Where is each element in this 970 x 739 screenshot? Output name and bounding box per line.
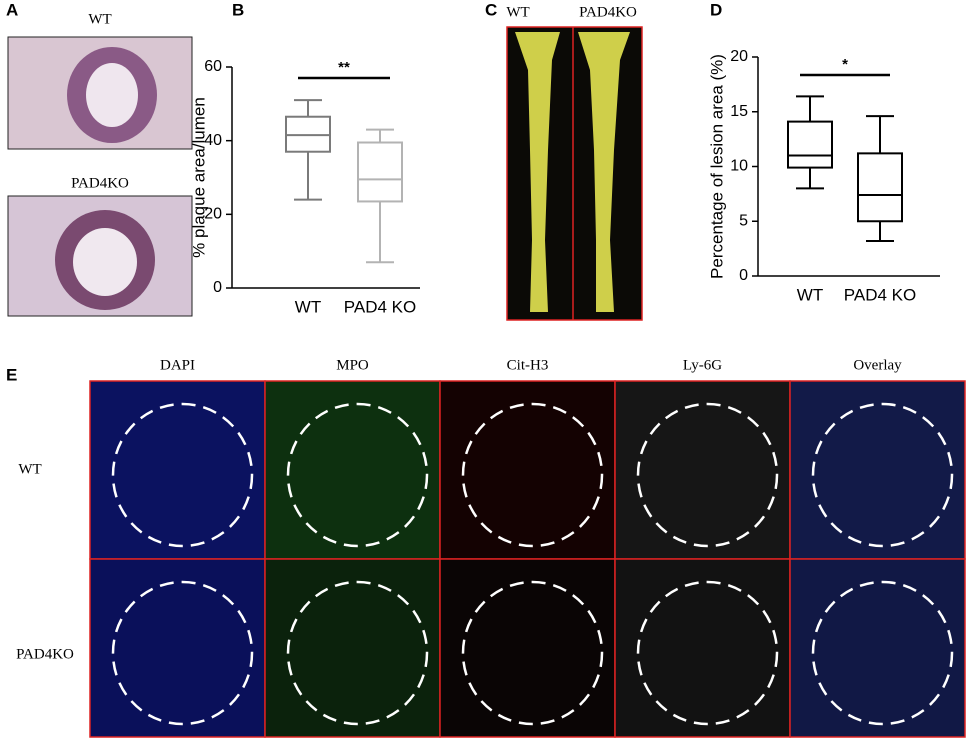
aorta (515, 32, 560, 312)
significance: * (842, 56, 848, 73)
micrograph (614, 558, 791, 738)
significance: ** (338, 59, 350, 76)
column-label: MPO (336, 357, 369, 373)
fluorescence-grid (89, 380, 966, 738)
panel-letter: A (6, 0, 18, 19)
y-tick-label: 5 (739, 212, 748, 229)
row-label: PAD4KO (16, 646, 74, 662)
y-tick-label: 10 (730, 158, 748, 175)
x-tick-label: PAD4 KO (344, 297, 416, 316)
y-axis-label: % plaque area/lumen (189, 97, 208, 258)
micrograph (264, 380, 441, 560)
row-label: WT (18, 461, 41, 477)
micrograph (89, 380, 266, 560)
lumen (86, 63, 138, 127)
image-label: PAD4KO (71, 175, 129, 191)
aorta-image (506, 26, 643, 321)
outline (636, 580, 779, 726)
y-tick-label: 15 (730, 103, 748, 120)
x-tick-label: WT (295, 297, 321, 316)
box (787, 120, 833, 169)
outline (286, 580, 429, 726)
image-label: PAD4KO (579, 4, 637, 20)
micrograph (89, 558, 266, 738)
box (857, 152, 903, 223)
y-tick-label: 0 (213, 279, 222, 296)
outline (811, 580, 954, 726)
micrograph (789, 380, 966, 560)
micrograph (439, 380, 616, 560)
outline (111, 580, 254, 726)
micrograph (614, 380, 791, 560)
aorta (578, 32, 630, 312)
column-label: Cit-H3 (507, 357, 549, 373)
lumen (73, 228, 137, 296)
y-tick-label: 0 (739, 267, 748, 284)
y-axis-label: Percentage of lesion area (%) (707, 54, 726, 279)
image-label: WT (88, 11, 111, 27)
micrograph (439, 558, 616, 738)
panel-letter: B (232, 0, 244, 19)
outline (461, 402, 604, 548)
image-label: WT (506, 4, 529, 20)
panel-letter: D (710, 0, 722, 19)
outline (811, 402, 954, 548)
x-tick-label: PAD4 KO (844, 285, 916, 304)
micrograph (789, 558, 966, 738)
column-label: Overlay (853, 357, 902, 373)
y-tick-label: 60 (204, 58, 222, 75)
panel-letter: E (6, 365, 17, 384)
column-label: DAPI (160, 357, 195, 373)
box (357, 141, 403, 203)
outline (636, 402, 779, 548)
y-tick-label: 40 (204, 132, 222, 149)
micrograph (264, 558, 441, 738)
outline (461, 580, 604, 726)
panel-letter: C (485, 0, 497, 19)
y-tick-label: 20 (730, 48, 748, 65)
y-tick-label: 20 (204, 206, 222, 223)
x-tick-label: WT (797, 285, 823, 304)
outline (111, 402, 254, 548)
outline (286, 402, 429, 548)
column-label: Ly-6G (683, 357, 722, 373)
